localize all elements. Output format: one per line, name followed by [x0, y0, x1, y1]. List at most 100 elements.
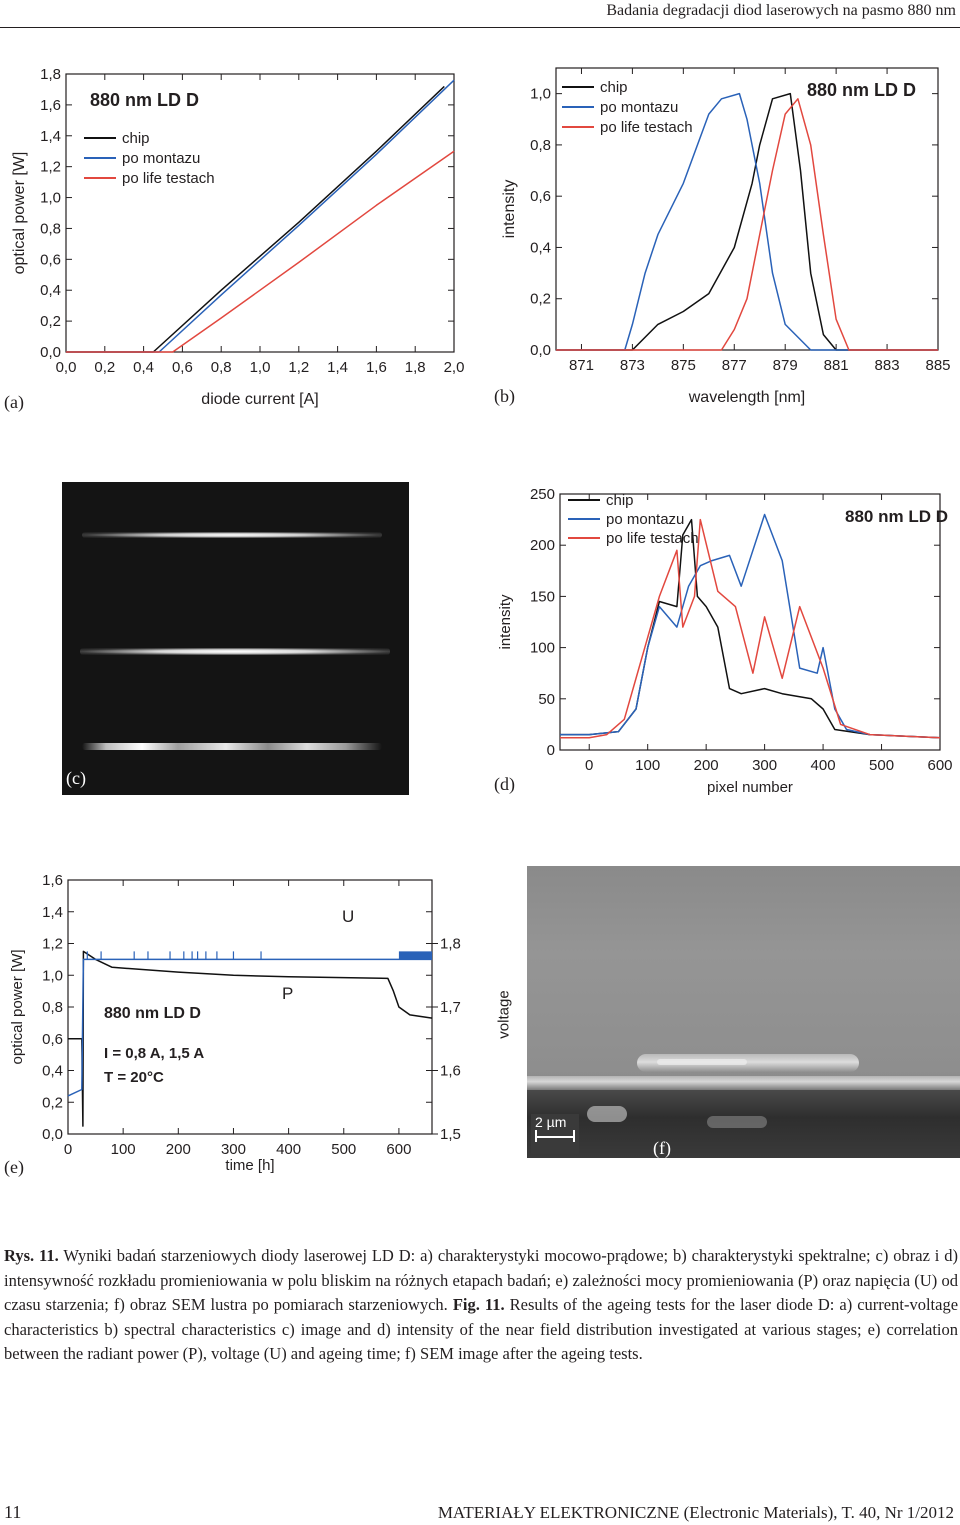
- x-tick-label: 0,6: [172, 359, 193, 376]
- sem-image: 2 µm (f): [527, 866, 960, 1158]
- figure-caption: Rys. 11. Wyniki badań starzeniowych diod…: [4, 1244, 958, 1367]
- sem-scale-bar-label: 2 µm: [535, 1114, 567, 1130]
- panel-label-c: (c): [66, 768, 86, 788]
- legend-label: po montazu: [600, 99, 678, 116]
- plot-frame: [65, 73, 455, 353]
- y-axis-label: optical power [W]: [9, 949, 26, 1064]
- y-tick-label: 1,4: [42, 904, 63, 921]
- panel-label-d: (d): [494, 774, 515, 794]
- y-tick-label: 0,8: [40, 220, 61, 237]
- x-tick-label: 1,8: [405, 359, 426, 376]
- series-line-chip: [556, 92, 938, 351]
- y-tick-label: 0,4: [530, 239, 551, 256]
- x-tick-label: 1,0: [250, 359, 271, 376]
- x-tick-label: 881: [824, 357, 849, 374]
- near-field-stripe-chip: [82, 532, 382, 538]
- annotation-P: P: [282, 984, 293, 1003]
- y-axis-label: optical power [W]: [11, 152, 28, 275]
- y-tick-label: 100: [530, 640, 555, 657]
- plot-frame: [555, 67, 939, 351]
- y-axis-label: intensity: [501, 180, 518, 239]
- legend-label: po life testach: [606, 530, 699, 547]
- x-tick-label: 877: [722, 357, 747, 374]
- x-tick-label: 0: [64, 1141, 72, 1158]
- y-tick-label: 1,2: [40, 159, 61, 176]
- legend-label: po montazu: [606, 511, 684, 528]
- x-tick-label: 200: [166, 1141, 191, 1158]
- x-tick-label: 500: [331, 1141, 356, 1158]
- y-tick-label: 150: [530, 588, 555, 605]
- x-tick-label: 300: [221, 1141, 246, 1158]
- chart-title: 880 nm LD D: [807, 80, 916, 100]
- y-tick-label: 0,2: [530, 291, 551, 308]
- y-tick-label: 0,6: [42, 1031, 63, 1048]
- y-tick-label: 0,2: [40, 313, 61, 330]
- chart-b: 871 873 875 877 879 881 883 885 0,0 0,2 0,4 0,6 0,8 1…: [501, 67, 951, 406]
- caption-rys-label: Rys. 11.: [4, 1246, 59, 1265]
- x-axis-label: pixel number: [707, 779, 793, 796]
- condition-label: I = 0,8 A, 1,5 A: [104, 1045, 204, 1062]
- series-line-chip: [66, 85, 445, 353]
- series-line-P: [68, 950, 433, 1127]
- x-tick-label: 500: [869, 757, 894, 774]
- x-tick-label: 873: [620, 357, 645, 374]
- series-line-U: [67, 958, 432, 1097]
- series-line-po-life-testach: [560, 518, 941, 739]
- y2-tick-label: 1,8: [440, 936, 461, 953]
- y-tick-label: 0,0: [42, 1126, 63, 1143]
- x-tick-label: 200: [694, 757, 719, 774]
- x-tick-label: 600: [927, 757, 952, 774]
- chart-e: 0 100 200 300 400 500 600 0,0 0,2 0,4 0,6 0,8 1,0 1,2…: [9, 872, 461, 1174]
- caption-rys-text: Wyniki badań starzeniowych diody laserow…: [4, 1246, 959, 1315]
- y-axis-label: intensity: [497, 594, 514, 650]
- y-tick-label: 1,6: [42, 872, 63, 889]
- y-tick-label: 1,8: [40, 66, 61, 83]
- series-line-po-montazu: [556, 92, 938, 351]
- plot-frame: [559, 493, 941, 751]
- annotation-U: U: [342, 907, 354, 926]
- legend-label: po life testach: [122, 170, 215, 187]
- y-tick-label: 1,4: [40, 128, 61, 145]
- series-line-po-life-testach: [556, 98, 938, 351]
- x-axis-label: diode current [A]: [201, 391, 318, 408]
- y-tick-label: 50: [538, 691, 555, 708]
- running-header: Badania degradacji diod laserowych na pa…: [606, 2, 956, 19]
- x-tick-label: 875: [671, 357, 696, 374]
- y2-tick-label: 1,6: [440, 1063, 461, 1080]
- x-tick-label: 0,2: [94, 359, 115, 376]
- y-tick-label: 200: [530, 537, 555, 554]
- near-field-image: (c): [62, 482, 409, 795]
- footer-page-number: 11: [4, 1502, 22, 1522]
- series-line-po-montazu: [560, 513, 941, 739]
- y-tick-label: 0,4: [42, 1063, 63, 1080]
- x-tick-label: 400: [811, 757, 836, 774]
- footer-journal: MATERIAŁY ELEKTRONICZNE (Electronic Mate…: [437, 1503, 954, 1522]
- y-tick-label: 0,6: [40, 251, 61, 268]
- x-tick-label: 400: [276, 1141, 301, 1158]
- chart-d: 0 100 200 300 400 500 600 0 50 100 150 200 250 pixel …: [497, 486, 953, 796]
- panel-label-b: (b): [494, 386, 515, 406]
- y-tick-label: 0,6: [530, 188, 551, 205]
- caption-fig-label: Fig. 11.: [452, 1295, 505, 1315]
- chart-title: 880 nm LD D: [845, 507, 948, 526]
- legend-label: chip: [606, 492, 634, 509]
- sem-side-label: voltage: [495, 990, 513, 1039]
- x-tick-label: 2,0: [444, 359, 465, 376]
- series-line-po-montazu: [66, 79, 455, 353]
- condition-label: T = 20°C: [104, 1069, 164, 1086]
- near-field-stripe-po-life-testach: [82, 743, 382, 750]
- chart-a: 0,0 0,2 0,4 0,6 0,8 1,0 1,2 1,4 1,6 1,8 2,0 0,0 0,2 0…: [11, 66, 465, 408]
- x-tick-label: 1,6: [366, 359, 387, 376]
- x-tick-label: 100: [111, 1141, 136, 1158]
- y2-tick-label: 1,7: [440, 999, 461, 1016]
- x-tick-label: 879: [773, 357, 798, 374]
- legend-label: chip: [122, 130, 150, 147]
- chart-title: 880 nm LD D: [90, 90, 199, 110]
- x-tick-label: 0,4: [133, 359, 154, 376]
- x-tick-label: 600: [386, 1141, 411, 1158]
- x-tick-label: 300: [752, 757, 777, 774]
- y-tick-label: 1,0: [40, 190, 61, 207]
- x-axis-label: time [h]: [225, 1157, 274, 1174]
- y-tick-label: 0,0: [530, 342, 551, 359]
- panel-label-f: (f): [653, 1138, 671, 1158]
